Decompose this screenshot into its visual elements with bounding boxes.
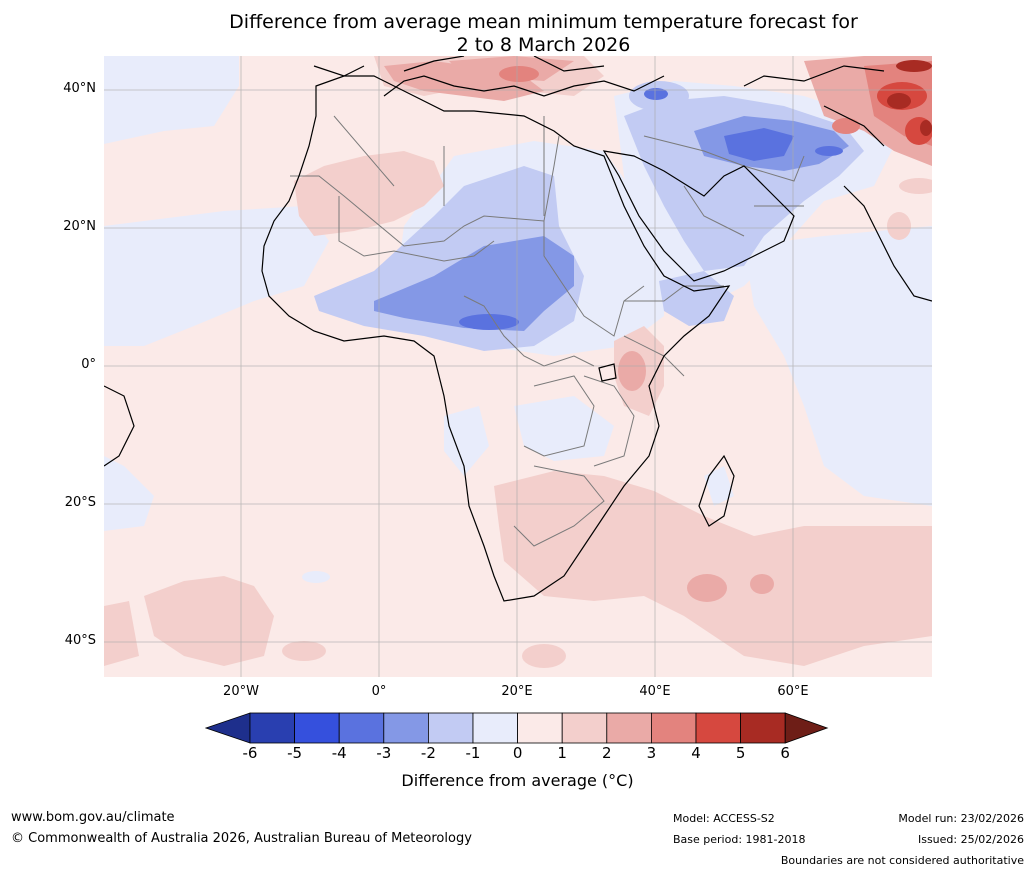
south-atlantic-warm-region-2 bbox=[104, 601, 139, 666]
map-title-line2: 2 to 8 March 2026 bbox=[456, 34, 631, 56]
lat-label-20n: 20°N bbox=[63, 219, 96, 234]
colorbar-segment bbox=[650, 712, 697, 744]
west-africa-cool-core bbox=[374, 236, 574, 331]
horn-cool-region bbox=[659, 271, 734, 326]
colorbar-tick-label: -4 bbox=[331, 744, 347, 762]
colorbar-segment bbox=[338, 712, 385, 744]
border-libya-egypt bbox=[333, 115, 545, 216]
lon-label-20w: 20°W bbox=[223, 684, 259, 699]
madagascar-coastline bbox=[698, 454, 735, 527]
colorbar-segment bbox=[740, 712, 786, 744]
south-atlantic-warm-region bbox=[144, 576, 274, 666]
south-atlantic-cool-region bbox=[104, 456, 154, 531]
africa-coastline bbox=[261, 75, 731, 602]
footer-model: Model: ACCESS-S2 bbox=[673, 812, 775, 825]
lon-label-0: 0° bbox=[371, 684, 387, 699]
indian-ocean-warm-spot bbox=[687, 574, 727, 602]
congo-cool-region bbox=[514, 396, 614, 461]
himalaya-warm-core-2 bbox=[896, 60, 932, 72]
small-warm-spot-2 bbox=[522, 644, 566, 668]
indian-ocean-warm-spot-2 bbox=[750, 574, 774, 594]
lat-label-40n: 40°N bbox=[63, 81, 96, 96]
iran-cool-spot bbox=[724, 128, 794, 161]
tibet-warm-core bbox=[887, 93, 911, 109]
footer-model-run: Model run: 23/02/2026 bbox=[898, 812, 1024, 825]
lake-victoria bbox=[598, 363, 617, 382]
colorbar-tick-label: 0 bbox=[512, 744, 523, 762]
colorbar-segment bbox=[517, 712, 563, 744]
footer-issued: Issued: 25/02/2026 bbox=[917, 833, 1024, 846]
graticule bbox=[104, 56, 932, 677]
colorbar-tick-label: -2 bbox=[420, 744, 436, 762]
brazil-coastline bbox=[104, 385, 135, 467]
very-extreme-warm-regions bbox=[887, 60, 932, 136]
colorbar-arrow-low bbox=[205, 712, 251, 744]
turkey-cool-spot bbox=[644, 88, 668, 100]
india-coastline bbox=[843, 185, 932, 302]
colorbar-tick-label: 3 bbox=[646, 744, 657, 762]
colorbar-tick-label: 6 bbox=[780, 744, 790, 762]
anomaly-map bbox=[104, 56, 932, 677]
lon-label-60e: 60°E bbox=[777, 684, 809, 699]
colorbar-segment bbox=[383, 712, 429, 744]
lat-label-40s: 40°S bbox=[64, 633, 96, 648]
colorbar-label: Difference from average (°C) bbox=[401, 771, 634, 790]
colorbar-arrow-high bbox=[784, 712, 829, 744]
small-warm-spot-4 bbox=[887, 212, 911, 240]
footer-copyright: © Commonwealth of Australia 2026, Austra… bbox=[11, 831, 472, 846]
nigeria-cool-spot bbox=[459, 314, 519, 330]
lat-label-equator: 0° bbox=[81, 357, 96, 372]
atlantic-cool-region-2 bbox=[104, 206, 329, 346]
kenya-warm-spot bbox=[618, 351, 646, 391]
colorbar-tick-label: -1 bbox=[465, 744, 481, 762]
footer-disclaimer: Boundaries are not considered authoritat… bbox=[780, 854, 1024, 867]
pakistan-warm-spot bbox=[832, 118, 860, 134]
madagascar-cool-region bbox=[704, 466, 734, 506]
colorbar-tick-label: 2 bbox=[602, 744, 612, 762]
footer-base-period: Base period: 1981-2018 bbox=[673, 833, 806, 846]
tibet-warm-core-2 bbox=[920, 120, 932, 136]
colorbar-segment bbox=[606, 712, 652, 744]
sahara-warm-region bbox=[294, 151, 444, 236]
colorbar-segment bbox=[695, 712, 741, 744]
colorbar-tick-label: -3 bbox=[376, 744, 392, 762]
colorbar-segment bbox=[472, 712, 518, 744]
core-cool-regions bbox=[459, 88, 843, 330]
lon-label-20e: 20°E bbox=[501, 684, 533, 699]
southern-africa-warm-region bbox=[494, 471, 932, 666]
small-warm-spot-1 bbox=[282, 641, 326, 661]
map-title-line1: Difference from average mean minimum tem… bbox=[229, 11, 858, 33]
lat-label-20s: 20°S bbox=[64, 495, 96, 510]
asia-coastline bbox=[743, 65, 885, 147]
border-east-africa bbox=[583, 375, 635, 467]
small-cool-spot bbox=[302, 571, 330, 583]
colorbar-segment bbox=[249, 712, 295, 744]
coastlines bbox=[104, 56, 932, 602]
colorbar-tick-label: 5 bbox=[735, 744, 746, 762]
border-sahel bbox=[338, 196, 495, 262]
colorbar-segment bbox=[427, 712, 474, 744]
colorbar-tick-label: 4 bbox=[691, 744, 701, 762]
mediterranean-warm-core bbox=[384, 61, 544, 101]
border-congo bbox=[523, 375, 595, 457]
europe-coastline bbox=[313, 56, 665, 97]
colorbar-tick-label: -5 bbox=[287, 744, 303, 762]
colorbar-segment bbox=[561, 712, 608, 744]
lon-label-40e: 40°E bbox=[639, 684, 671, 699]
afghanistan-cool-spot bbox=[815, 146, 843, 156]
italy-warm-spot bbox=[499, 66, 539, 82]
colorbar-tick-label: -6 bbox=[242, 744, 258, 762]
colorbar-tick-label: 1 bbox=[557, 744, 567, 762]
border-southern bbox=[513, 465, 605, 547]
colorbar bbox=[205, 712, 829, 744]
border-central bbox=[463, 295, 595, 367]
border-north-africa bbox=[290, 135, 560, 247]
small-warm-spot-3 bbox=[899, 178, 932, 194]
atlantic-cool-region bbox=[104, 56, 239, 144]
arabia-coastline bbox=[602, 150, 795, 282]
footer-website: www.bom.gov.au/climate bbox=[11, 810, 175, 825]
colorbar-segment bbox=[294, 712, 340, 744]
angola-cool-region bbox=[444, 406, 489, 476]
